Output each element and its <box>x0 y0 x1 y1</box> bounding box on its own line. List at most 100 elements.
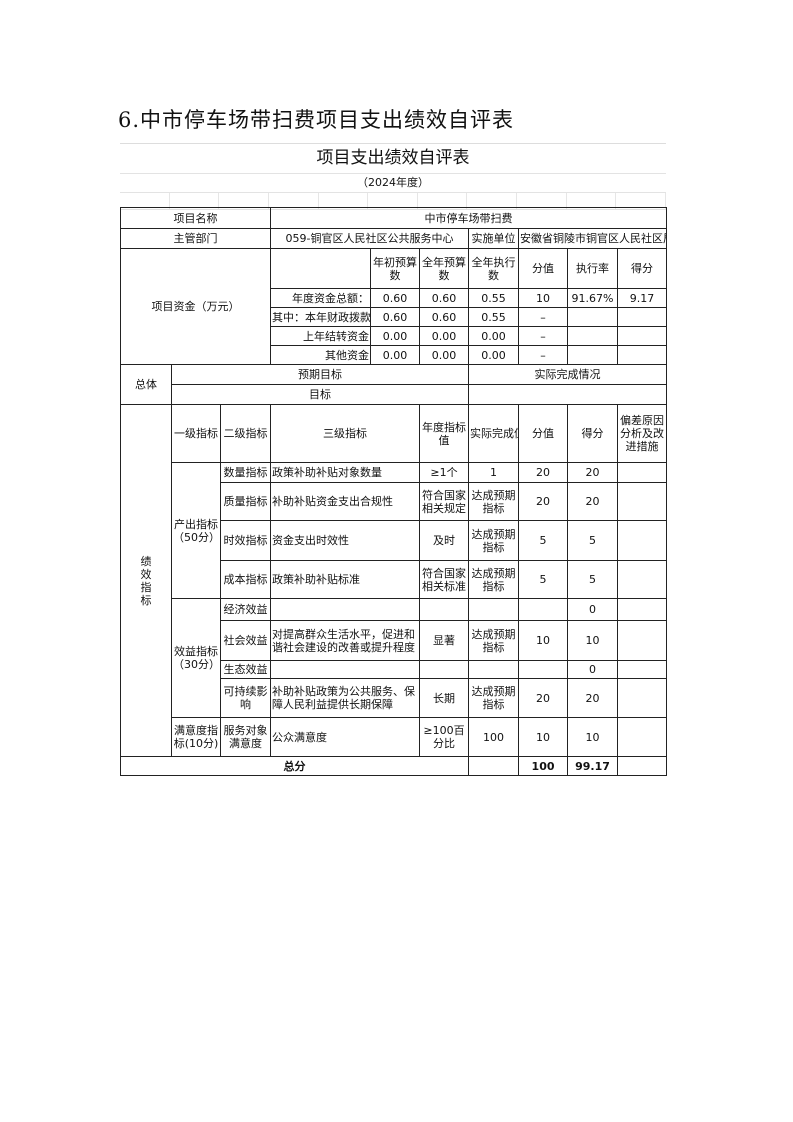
goal-label: 目标 <box>170 384 470 405</box>
level1-indicator: 产出指标（50分） <box>171 462 221 599</box>
fund-name: 其中：本年财政拨款 <box>270 307 372 327</box>
level3-indicator: 补助补贴政策为公共服务、保障人民利益提供长期保障 <box>270 678 421 718</box>
score-value: 20 <box>518 678 569 718</box>
col-header: 偏差原因分析及改进措施 <box>617 404 668 463</box>
level1-indicator: 效益指标（30分） <box>171 598 221 718</box>
row-dept: 主管部门 059-铜官区人民社区公共服务中心 实施单位 安徽省铜陵市铜官区人民社… <box>119 228 668 249</box>
col-header: 全年预算数 <box>419 248 470 289</box>
actual-value: 达成预期指标 <box>468 678 520 718</box>
score: 0 <box>567 598 619 621</box>
indicator-row: 生态效益 0 <box>121 660 668 679</box>
score-value: 10 <box>518 620 569 661</box>
deviation-note <box>617 560 668 599</box>
deviation-note <box>617 620 668 661</box>
cell: 0.60 <box>370 288 421 308</box>
score: 10 <box>567 717 619 757</box>
col-header: 得分 <box>617 248 668 289</box>
score: 20 <box>567 482 619 521</box>
target-value: ≥1个 <box>419 462 470 483</box>
target-value <box>419 660 470 679</box>
cell: 0.60 <box>370 307 421 327</box>
dept-label: 主管部门 <box>119 228 272 249</box>
level2-indicator: 社会效益 <box>219 620 272 661</box>
indicator-row: 效益指标（30分） 经济效益 0 <box>121 598 668 718</box>
funds-label: 项目资金（万元） <box>119 248 272 365</box>
cell <box>567 345 619 365</box>
col-header: 实际完成值 <box>468 404 520 463</box>
sheet-title: 项目支出绩效自评表 <box>120 143 666 173</box>
funds-row: 上年结转资金 0.00 0.00 0.00– <box>121 326 668 346</box>
cell: 0.00 <box>419 345 470 365</box>
actual-label: 实际完成情况 <box>468 364 668 385</box>
fund-name: 其他资金 <box>270 345 372 365</box>
cell: 0.00 <box>370 345 421 365</box>
col-header: 一级指标 <box>171 404 221 463</box>
level2-indicator: 生态效益 <box>219 660 272 679</box>
target-value <box>419 598 470 621</box>
cell: 10 <box>518 288 569 308</box>
col-header: 全年执行数 <box>468 248 520 289</box>
row-overall: 总体 预期目标 实际完成情况 <box>120 364 668 405</box>
actual-value <box>468 598 520 621</box>
indicator-row: 产出指标（50分） 数量指标 政策补助补贴对象数量 ≥1个 1 20 20 <box>121 462 668 599</box>
score: 0 <box>567 660 619 679</box>
target-value: 长期 <box>419 678 470 718</box>
level3-indicator <box>270 598 421 621</box>
total-score-value: 100 <box>518 756 569 776</box>
actual-value: 达成预期指标 <box>468 482 520 521</box>
fund-name: 年度资金总额： <box>270 288 372 308</box>
level2-indicator: 经济效益 <box>219 598 272 621</box>
overall-label: 总体 <box>120 364 172 405</box>
score-value <box>518 660 569 679</box>
cell: 91.67% <box>567 288 619 308</box>
deviation-note <box>617 482 668 521</box>
level1-indicator: 满意度指标(10分) <box>171 717 221 757</box>
cell <box>567 326 619 346</box>
actual-value: 达成预期指标 <box>468 620 520 661</box>
score-value: 20 <box>518 482 569 521</box>
cell: 0.55 <box>468 288 520 308</box>
total-score: 99.17 <box>567 756 619 776</box>
col-header: 得分 <box>567 404 619 463</box>
score-value: 20 <box>518 462 569 483</box>
cell: 0.00 <box>419 326 470 346</box>
deviation-note <box>617 678 668 718</box>
deviation-note <box>617 660 668 679</box>
sheet-header: 项目支出绩效自评表 （2024年度） <box>120 143 667 210</box>
level3-indicator: 政策补助补贴对象数量 <box>270 462 421 483</box>
cell: 9.17 <box>617 288 668 308</box>
cell: – <box>518 326 569 346</box>
cell <box>567 307 619 327</box>
actual-value: 达成预期指标 <box>468 560 520 599</box>
deviation-note <box>617 520 668 561</box>
row-perf-header: 绩效指标 一级指标 二级指标 三级指标 年度指标值 实际完成值 分值 得分 偏差… <box>120 404 668 757</box>
level3-indicator: 政策补助补贴标准 <box>270 560 421 599</box>
col-header: 三级指标 <box>270 404 421 463</box>
cell <box>617 326 668 346</box>
level2-indicator: 质量指标 <box>219 482 272 521</box>
actual-value <box>468 660 520 679</box>
perf-label: 绩效指标 <box>120 404 172 757</box>
expected-label: 预期目标 <box>170 364 470 385</box>
level2-indicator: 时效指标 <box>219 520 272 561</box>
score-value: 5 <box>518 560 569 599</box>
level2-indicator: 数量指标 <box>219 462 272 483</box>
score-value: 5 <box>518 520 569 561</box>
col-header: 执行率 <box>567 248 619 289</box>
score-value <box>518 598 569 621</box>
indicator-row: 可持续影响 补助补贴政策为公共服务、保障人民利益提供长期保障 长期 达成预期指标 20 2… <box>121 678 668 718</box>
target-value: 及时 <box>419 520 470 561</box>
level3-indicator: 资金支出时效性 <box>270 520 421 561</box>
col-header: 二级指标 <box>219 404 272 463</box>
deviation-note <box>617 598 668 621</box>
indicator-row: 满意度指标(10分) 服务对象满意度 公众满意度 ≥100百分比 100 10 10 <box>121 717 668 757</box>
score: 5 <box>567 520 619 561</box>
col-header: 分值 <box>518 248 569 289</box>
page-heading: 6.中市停车场带扫费项目支出绩效自评表 <box>118 108 515 132</box>
target-value: 符合国家相关规定 <box>419 482 470 521</box>
col-header: 分值 <box>518 404 569 463</box>
level3-indicator: 公众满意度 <box>270 717 421 757</box>
dept-value: 059-铜官区人民社区公共服务中心 <box>270 228 470 249</box>
total-label: 总分 <box>119 756 470 776</box>
